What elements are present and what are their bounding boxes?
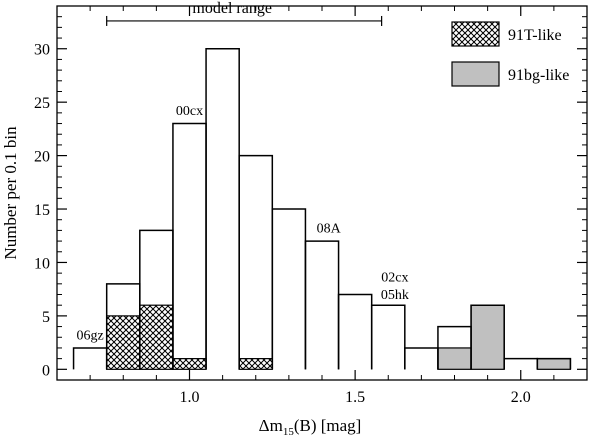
annotations-layer: 06gz 00cx 08A 02cx 05hk [77, 104, 409, 343]
histogram-bin [205, 47, 240, 370]
91t-like-bar [172, 358, 207, 370]
sn-annotation: 00cx [176, 104, 203, 119]
y-tick-label: 5 [42, 309, 50, 326]
legend: 91T-like 91bg-like [451, 21, 569, 87]
y-tick-label: 10 [34, 255, 50, 272]
histogram-bin [172, 122, 207, 370]
91t-like-bar [106, 315, 141, 370]
histogram-bin [470, 304, 505, 370]
model-range-bar: model range [106, 0, 383, 26]
91bg-like-bar [536, 358, 572, 370]
sn-annotation: 05hk [381, 288, 409, 303]
ticks-layer: 1.0 1.5 2.0 0 5 10 15 20 25 30 [34, 6, 587, 406]
histogram-bin [271, 208, 307, 370]
x-tick-label: 1.5 [345, 389, 365, 406]
x-tick-label: 2.0 [511, 389, 531, 406]
histogram-bin [72, 347, 108, 370]
histogram-bin [304, 240, 340, 370]
legend-swatch [451, 21, 500, 47]
sn-annotation: 06gz [77, 328, 104, 343]
91bg-like-bar [437, 347, 472, 370]
x-axis-title-main: Δm [259, 416, 283, 435]
outline-layer [72, 47, 572, 370]
sn-annotation: 02cx [381, 271, 408, 286]
legend-label: 91bg-like [508, 67, 569, 84]
x-axis-title-rest: (B) [mag] [294, 416, 362, 435]
91t-like-bar [238, 358, 273, 370]
histogram-bin [370, 304, 406, 370]
range-label: model range [192, 0, 272, 17]
y-tick-label: 0 [42, 362, 50, 379]
y-tick-label: 25 [34, 95, 50, 112]
x-axis-title: Δm15(B) [mag] [259, 416, 362, 438]
histogram-bin [337, 293, 373, 370]
histogram-bin [536, 357, 572, 370]
x-axis-title-subscript: 15 [283, 426, 295, 438]
y-tick-label: 20 [34, 149, 50, 166]
legend-swatch [451, 61, 500, 87]
y-tick-label: 30 [34, 42, 50, 59]
sn-annotation: 08A [317, 222, 342, 237]
y-tick-label: 15 [34, 202, 50, 219]
histogram-bin [404, 347, 439, 370]
histogram-bin [238, 154, 274, 370]
legend-label: 91T-like [508, 27, 562, 44]
histogram-bin [503, 357, 539, 370]
y-axis-title: Number per 0.1 bin [1, 126, 20, 260]
91bg-like-bar [470, 304, 505, 370]
x-tick-label: 1.0 [180, 389, 200, 406]
91t-like-bar [139, 304, 174, 370]
